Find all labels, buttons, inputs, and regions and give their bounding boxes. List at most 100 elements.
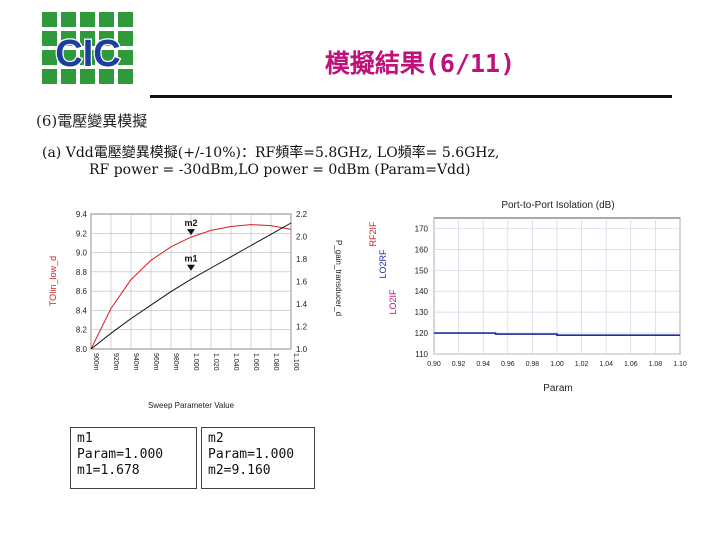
sweep-parameter-chart: m2 m1 900m 920m 940m 960m 980m 1.000 1.020 1.040… [48,210,343,410]
logo-grid-pattern [42,12,133,84]
chart2-series-group [434,332,680,336]
chart2-series-line-1 [434,332,680,336]
logo-square [80,50,95,65]
logo-square [99,31,114,46]
chart1-xtick-label: 960m [152,353,159,371]
chart2-xtick-label: 0.98 [526,361,540,368]
chart1-ytick-right-label: 1.0 [296,345,308,354]
chart1-marker-m1 [187,264,195,271]
logo-square [42,69,57,84]
chart1-xtick-label: 980m [172,353,179,371]
chart2-xtick-label: 1.06 [624,361,638,368]
chart1-ytick-label: 8.2 [76,326,88,335]
page-title: 模擬結果(6/11) [324,49,516,78]
chart2-xtick-label: 1.10 [673,361,687,368]
chart2-legend-RF2IF: RF2IF [368,221,378,247]
chart2-xtick-label: 1.04 [599,361,613,368]
logo-square [118,12,133,27]
chart1-ytick-label: 9.4 [76,210,88,219]
chart2-xtick-label: 0.90 [427,361,441,368]
marker-m2-param: Param=1.000 [208,447,295,462]
marker-m1-value: m1=1.678 [77,463,140,478]
chart1-xtick-label: 900m [92,353,99,371]
chart1-xtick-label: 1.040 [232,353,239,371]
title-divider [150,95,672,98]
logo-square [61,12,76,27]
chart1-series-line-2 [90,222,292,350]
port-isolation-chart: 0.90 0.92 0.94 0.96 0.98 1.00 1.02 1.04 1.06 1.08… [368,200,687,394]
chart2-legend-LO2IF: LO2IF [388,289,398,315]
chart1-marker-m2 [187,229,195,236]
chart2-legend-LO2RF: LO2RF [378,249,388,279]
chart1-ytick-right-label: 1.8 [296,255,308,264]
chart1-ytick-label: 8.6 [76,287,88,296]
chart2-grid [433,218,681,355]
logo-square [99,69,114,84]
logo-square [80,69,95,84]
chart2-ytick-label: 110 [415,350,428,359]
chart1-ytick-right-label: 1.2 [296,323,308,332]
marker-m2-name: m2 [208,431,224,446]
description-line-2: RF power = -30dBm,LO power = 0dBm (Param… [89,162,471,178]
chart1-series-group [90,222,292,350]
logo-square [61,31,76,46]
chart1-ytick-right-label: 1.4 [296,300,308,309]
chart2-xtick-label: 0.92 [452,361,466,368]
cic-logo: CIC [42,12,133,84]
chart1-ytick-label: 8.4 [76,306,88,315]
chart2-ytick-label: 130 [415,308,429,317]
chart2-xtick-label: 0.96 [501,361,515,368]
logo-square [99,50,114,65]
chart1-ylabel: TOIin_low_d [48,256,58,306]
chart1-ylabel-right: P_gain_transducer_d [334,240,343,316]
chart1-ytick-right-label: 2.0 [296,233,308,242]
chart1-ytick-label: 8.8 [76,268,88,277]
chart1-xtick-label: 1.100 [292,353,299,371]
logo-square [118,31,133,46]
chart1-ytick-right-label: 2.2 [296,210,308,219]
logo-square [42,31,57,46]
marker-m1-name: m1 [77,431,93,446]
chart1-ticks: 900m 920m 940m 960m 980m 1.000 1.020 1.040 1.060… [76,210,308,371]
logo-text: CIC [55,33,120,75]
chart1-grid [90,213,292,350]
chart1-xtick-label: 940m [132,353,139,371]
chart1-xlabel: Sweep Parameter Value [148,401,235,410]
chart2-xlabel: Param [543,383,572,394]
chart2-ytick-label: 170 [415,224,429,233]
chart2-xtick-label: 1.08 [649,361,663,368]
marker-m2-value: m2=9.160 [208,463,271,478]
chart2-xtick-label: 1.00 [550,361,564,368]
chart1-series-line-1 [90,224,292,350]
marker-m1-box: m1 Param=1.000 m1=1.678 [70,427,197,489]
chart1-ytick-label: 9.0 [76,249,88,258]
logo-square [118,69,133,84]
logo-square [42,12,57,27]
chart2-ytick-label: 150 [415,266,429,275]
chart1-ytick-label: 8.0 [76,345,88,354]
logo-square [99,12,114,27]
chart2-xtick-label: 1.02 [575,361,589,368]
logo-square [80,12,95,27]
chart2-ytick-label: 120 [415,329,429,338]
chart1-ytick-right-label: 1.6 [296,278,308,287]
logo-square [118,50,133,65]
marker-m1-param: Param=1.000 [77,447,164,462]
chart1-ytick-label: 9.2 [76,229,88,238]
section-heading: (6)電壓變異模擬 [36,112,148,130]
chart2-title: Port-to-Port Isolation (dB) [501,200,614,211]
chart1-marker-m2-label: m2 [184,218,197,228]
marker-m2-box: m2 Param=1.000 m2=9.160 [201,427,315,489]
description-line-1: (a) Vdd電壓變異模擬(+/-10%)：RF頻率=5.8GHz, LO頻率=… [42,145,500,161]
chart1-xtick-label: 1.000 [192,353,199,371]
chart2-xtick-label: 0.94 [476,361,490,368]
logo-square [61,50,76,65]
chart1-xtick-label: 1.080 [272,353,279,371]
chart1-marker-m1-label: m1 [184,254,197,264]
logo-square [80,31,95,46]
logo-square [61,69,76,84]
chart2-ytick-label: 140 [415,287,429,296]
chart1-xtick-label: 1.060 [252,353,259,371]
chart2-ticks: 0.90 0.92 0.94 0.96 0.98 1.00 1.02 1.04 1.06 1.08… [415,224,687,368]
